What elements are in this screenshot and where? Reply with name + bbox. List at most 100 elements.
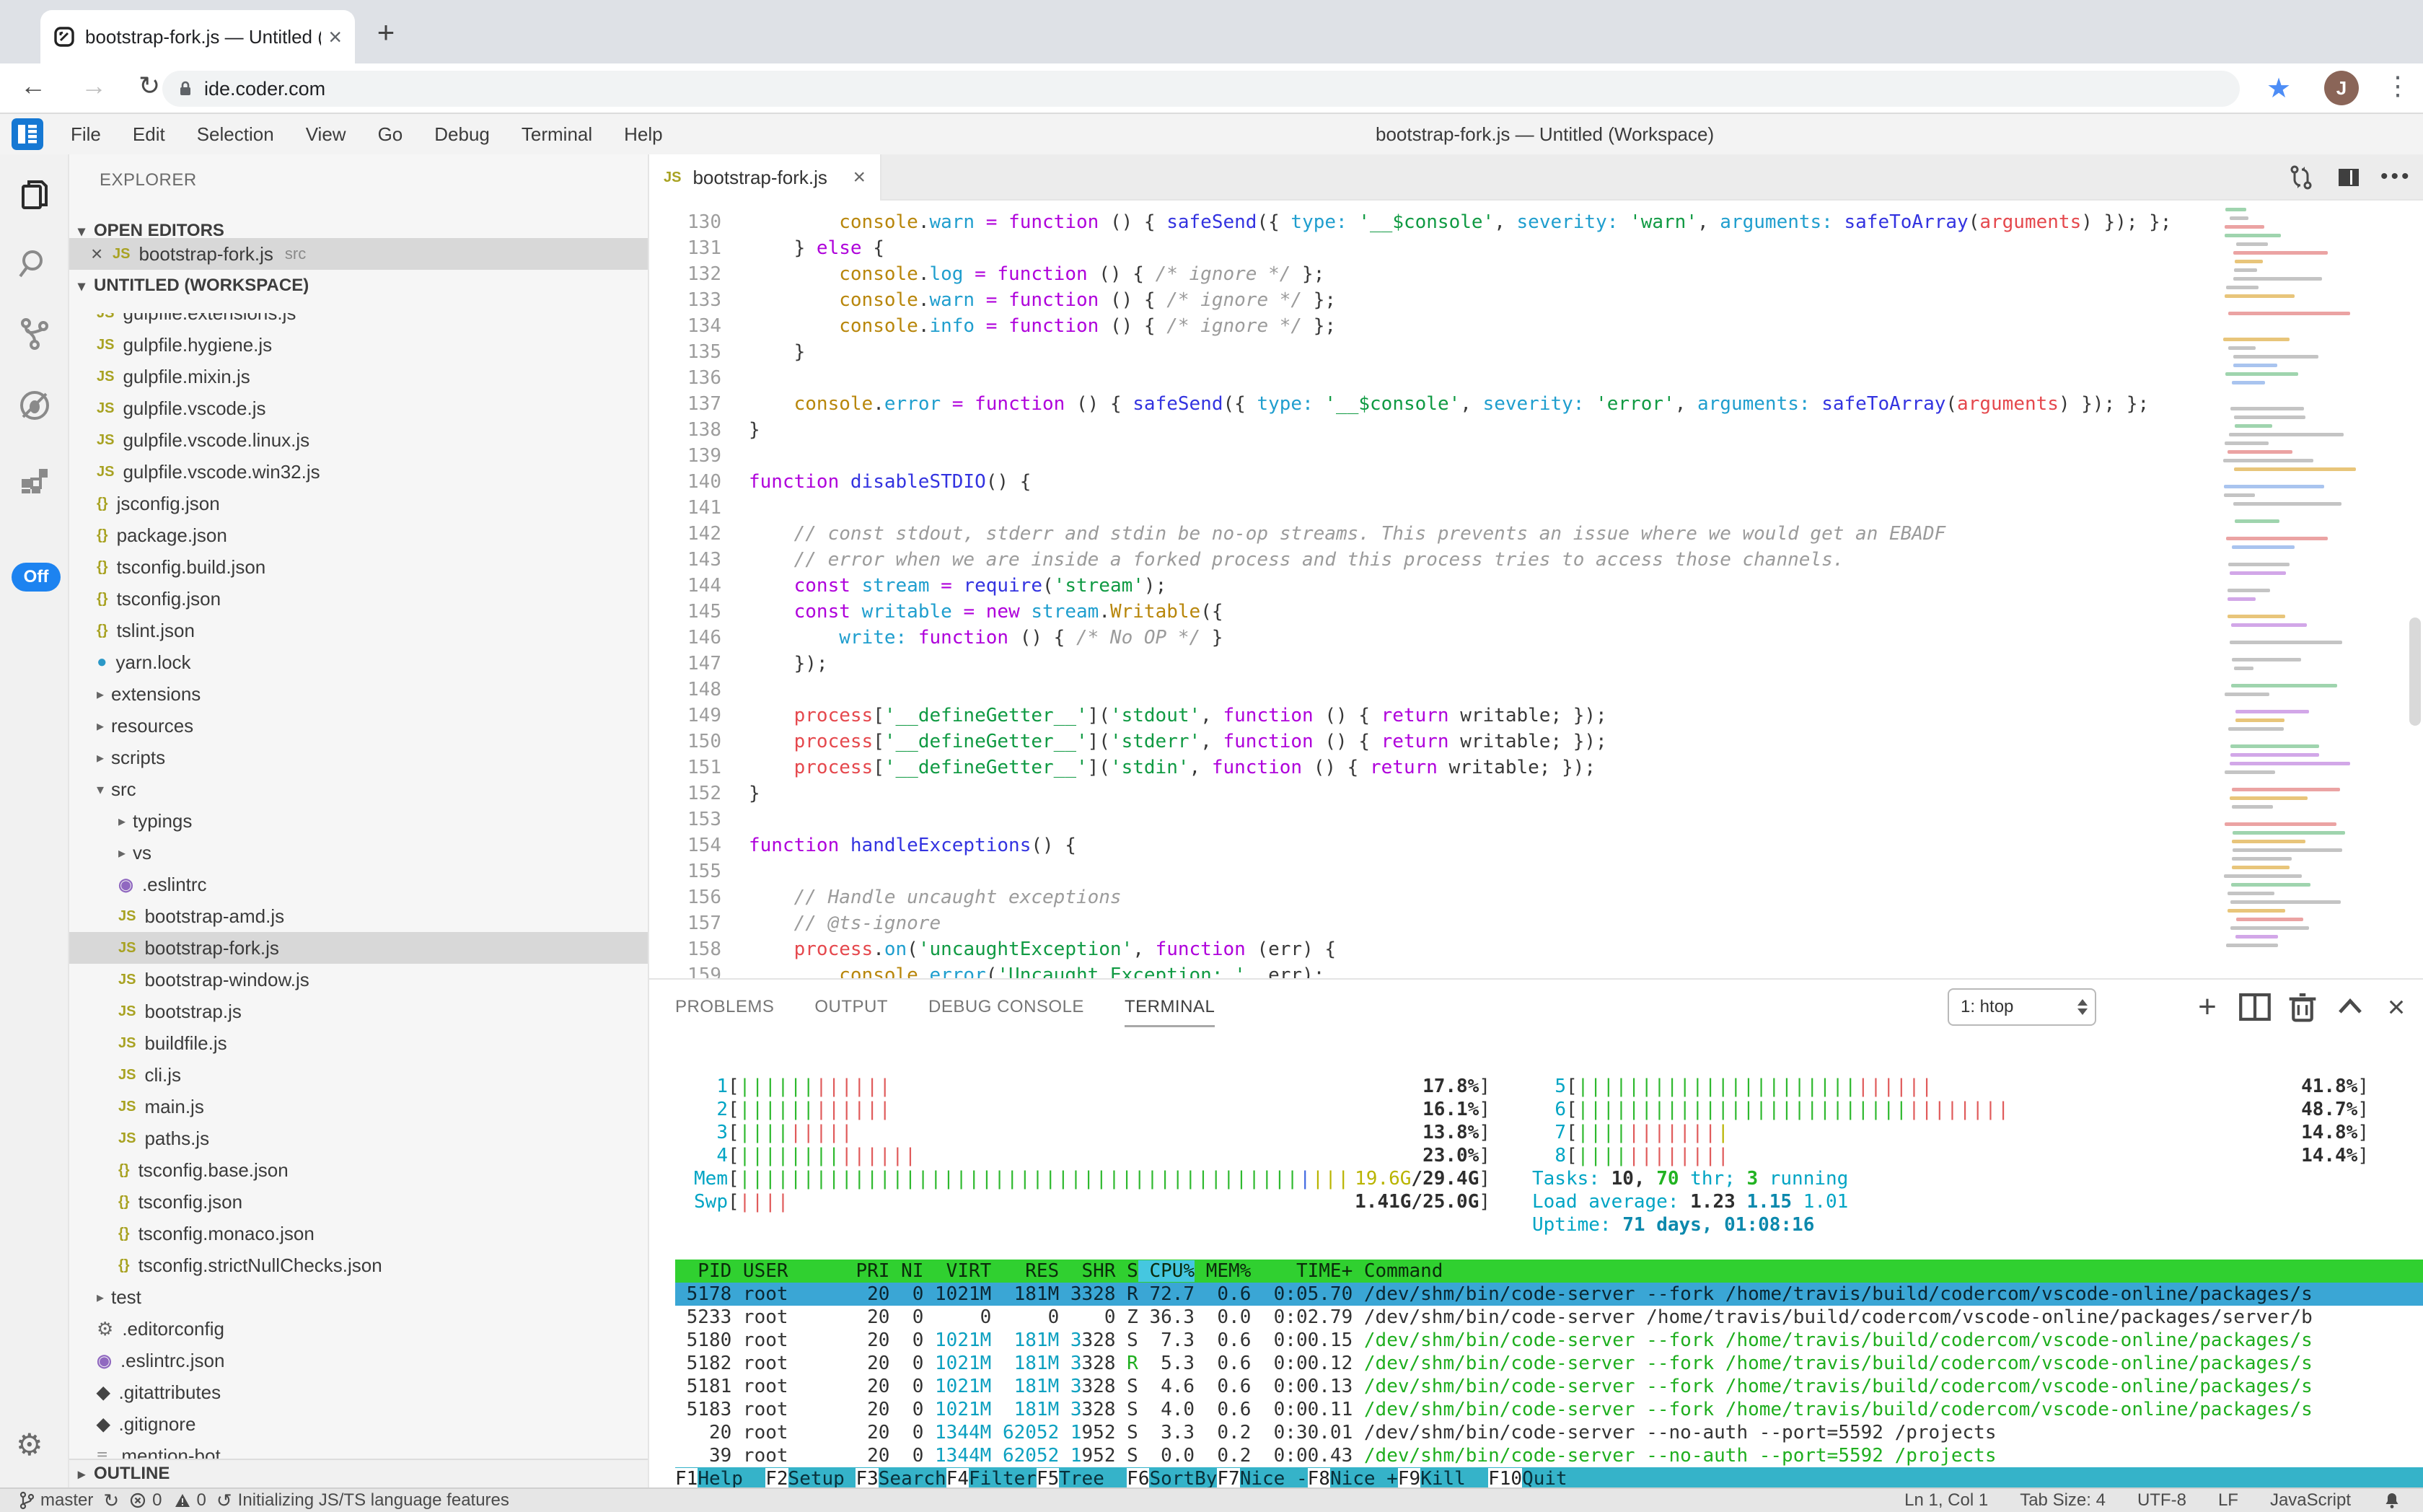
panel-tab-problems[interactable]: PROBLEMS	[675, 997, 775, 1016]
process-row-5182[interactable]: 5182 root 20 0 1021M 181M 3328 R 5.3 0.6…	[675, 1353, 2313, 1374]
browser-tab-close-icon[interactable]: ×	[328, 23, 342, 50]
menu-help[interactable]: Help	[624, 123, 663, 145]
eol[interactable]: LF	[2217, 1490, 2238, 1510]
code-line-157[interactable]: 157 // @ts-ignore	[649, 910, 2215, 936]
code-line-152[interactable]: 152}	[649, 781, 2215, 806]
outline-header[interactable]: ▸ OUTLINE	[69, 1459, 648, 1487]
open-editor-item[interactable]: × JS bootstrap-fork.js src	[69, 238, 648, 270]
tree-item-gulpfile-vscode-linux-js[interactable]: JS gulpfile.vscode.linux.js	[69, 424, 648, 456]
tree-item-bootstrap-fork-js[interactable]: JS bootstrap-fork.js	[69, 932, 648, 964]
code-line-142[interactable]: 142 // const stdout, stderr and stdin be…	[649, 521, 2215, 547]
process-row-5183[interactable]: 5183 root 20 0 1021M 181M 3328 S 4.0 0.6…	[675, 1399, 2313, 1420]
tree-item-tslint-json[interactable]: {} tslint.json	[69, 615, 648, 646]
fkey-f7[interactable]: F7	[1217, 1468, 1240, 1489]
menu-terminal[interactable]: Terminal	[521, 123, 593, 145]
tree-item-main-js[interactable]: JS main.js	[69, 1091, 648, 1122]
tree-item-gulpfile-mixin-js[interactable]: JS gulpfile.mixin.js	[69, 361, 648, 392]
tree-item-paths-js[interactable]: JS paths.js	[69, 1122, 648, 1154]
process-row-5178[interactable]: 5178 root 20 0 1021M 181M 3328 R 72.7 0.…	[675, 1283, 2423, 1306]
fkey-label-search[interactable]: Search	[878, 1468, 946, 1489]
bell-icon[interactable]	[2383, 1491, 2401, 1510]
process-row-20[interactable]: 20 root 20 0 1344M 62052 1952 S 3.3 0.2 …	[675, 1422, 1997, 1443]
process-row-5180[interactable]: 5180 root 20 0 1021M 181M 3328 S 7.3 0.6…	[675, 1329, 2313, 1351]
panel-tab-output[interactable]: OUTPUT	[814, 997, 889, 1016]
extensions-icon[interactable]	[17, 463, 52, 498]
tree-item-src[interactable]: ▾ src	[69, 773, 648, 805]
fkey-f9[interactable]: F9	[1397, 1468, 1421, 1489]
fkey-label-nice[interactable]: Nice -	[1239, 1468, 1308, 1489]
code-line-140[interactable]: 140 function disableSTDIO() {	[649, 469, 2215, 495]
tree-item-yarn-lock[interactable]: ● yarn.lock	[69, 646, 648, 678]
code-line-134[interactable]: 134 console.info = function () { /* igno…	[649, 313, 2215, 339]
code-line-159[interactable]: 159 console.error('Uncaught Exception: '…	[649, 962, 2215, 978]
bookmark-star-icon[interactable]: ★	[2266, 74, 2292, 104]
editor-tab[interactable]: JS bootstrap-fork.js ×	[649, 154, 881, 201]
address-bar[interactable]: ide.coder.com	[162, 71, 2240, 107]
fkey-f10[interactable]: F10	[1488, 1468, 1523, 1489]
tree-item-mention-bot[interactable]: ≡ .mention-bot	[69, 1440, 648, 1461]
code-line-153[interactable]: 153	[649, 806, 2215, 832]
tree-item-typings[interactable]: ▸ typings	[69, 805, 648, 837]
tree-item-test[interactable]: ▸ test	[69, 1281, 648, 1313]
kill-terminal-icon[interactable]	[2285, 990, 2320, 1024]
forward-icon[interactable]: →	[81, 71, 107, 100]
fkey-label-kill[interactable]: Kill	[1420, 1468, 1489, 1489]
source-control-icon[interactable]	[17, 316, 52, 351]
avatar[interactable]: J	[2324, 71, 2359, 105]
tree-item-gitignore[interactable]: ◆ .gitignore	[69, 1408, 648, 1440]
open-editors-header[interactable]: ▾ OPEN EDITORS	[69, 215, 648, 247]
tree-item-resources[interactable]: ▸ resources	[69, 710, 648, 742]
code-line-136[interactable]: 136	[649, 365, 2215, 391]
browser-menu-icon[interactable]: ⋮	[2385, 71, 2411, 100]
code-line-131[interactable]: 131 } else {	[649, 235, 2215, 261]
process-row-39[interactable]: 39 root 20 0 1344M 62052 1952 S 0.0 0.2 …	[675, 1445, 1997, 1467]
fkey-label-tree[interactable]: Tree	[1059, 1468, 1127, 1489]
split-terminal-icon[interactable]	[2238, 990, 2272, 1024]
menu-go[interactable]: Go	[377, 123, 403, 145]
code-line-154[interactable]: 154 function handleExceptions() {	[649, 832, 2215, 858]
back-icon[interactable]: ←	[20, 71, 46, 100]
tree-item-gitattributes[interactable]: ◆ .gitattributes	[69, 1376, 648, 1408]
fkey-label-setup[interactable]: Setup	[788, 1468, 856, 1489]
fkey-f3[interactable]: F3	[856, 1468, 879, 1489]
code-line-158[interactable]: 158 process.on('uncaughtException', func…	[649, 936, 2215, 962]
minimap[interactable]	[2220, 208, 2372, 972]
reload-icon[interactable]: ↻	[138, 71, 161, 100]
tree-item-tsconfig-json[interactable]: {} tsconfig.json	[69, 1186, 648, 1218]
code-line-155[interactable]: 155	[649, 858, 2215, 884]
problems-indicator[interactable]: 0 0	[129, 1490, 206, 1511]
fkey-f5[interactable]: F5	[1036, 1468, 1060, 1489]
code-line-149[interactable]: 149 process['__defineGetter__']('stdout'…	[649, 703, 2215, 729]
code-line-156[interactable]: 156 // Handle uncaught exceptions	[649, 884, 2215, 910]
search-icon[interactable]	[17, 247, 52, 281]
close-panel-icon[interactable]: ×	[2387, 990, 2406, 1024]
tree-item-bootstrap-window-js[interactable]: JS bootstrap-window.js	[69, 964, 648, 995]
fkey-label-help[interactable]: Help	[698, 1468, 766, 1489]
code-line-143[interactable]: 143 // error when we are inside a forked…	[649, 547, 2215, 573]
tree-item-cli-js[interactable]: JS cli.js	[69, 1059, 648, 1091]
tree-item-tsconfig-build-json[interactable]: {} tsconfig.build.json	[69, 551, 648, 583]
browser-tab[interactable]: bootstrap-fork.js — Untitled (W ×	[40, 10, 355, 63]
menu-view[interactable]: View	[305, 123, 346, 145]
code-line-144[interactable]: 144 const stream = require('stream');	[649, 573, 2215, 599]
code-line-147[interactable]: 147 });	[649, 651, 2215, 677]
tab-close-icon[interactable]: ×	[853, 165, 866, 189]
terminal-select[interactable]: 1: htop	[1948, 988, 2096, 1026]
explorer-icon[interactable]	[17, 177, 52, 212]
maximize-panel-icon[interactable]	[2333, 990, 2367, 1024]
tree-item-tsconfig-base-json[interactable]: {} tsconfig.base.json	[69, 1154, 648, 1186]
tree-item-tsconfig-json[interactable]: {} tsconfig.json	[69, 583, 648, 615]
code-line-130[interactable]: 130 console.warn = function () { safeSen…	[649, 209, 2215, 235]
code-line-133[interactable]: 133 console.warn = function () { /* igno…	[649, 287, 2215, 313]
open-changes-icon[interactable]	[2288, 164, 2314, 190]
tree-item-buildfile-js[interactable]: JS buildfile.js	[69, 1027, 648, 1059]
fkey-f4[interactable]: F4	[946, 1468, 969, 1489]
code-line-132[interactable]: 132 console.log = function () { /* ignor…	[649, 261, 2215, 287]
app-logo[interactable]	[12, 118, 43, 150]
tree-item-gulpfile-extensions-js[interactable]: JS gulpfile.extensions.js	[69, 313, 648, 329]
code-line-139[interactable]: 139	[649, 443, 2215, 469]
language-mode[interactable]: JavaScript	[2269, 1490, 2351, 1510]
tree-item-extensions[interactable]: ▸ extensions	[69, 678, 648, 710]
tree-item-scripts[interactable]: ▸ scripts	[69, 742, 648, 773]
menu-edit[interactable]: Edit	[132, 123, 165, 145]
